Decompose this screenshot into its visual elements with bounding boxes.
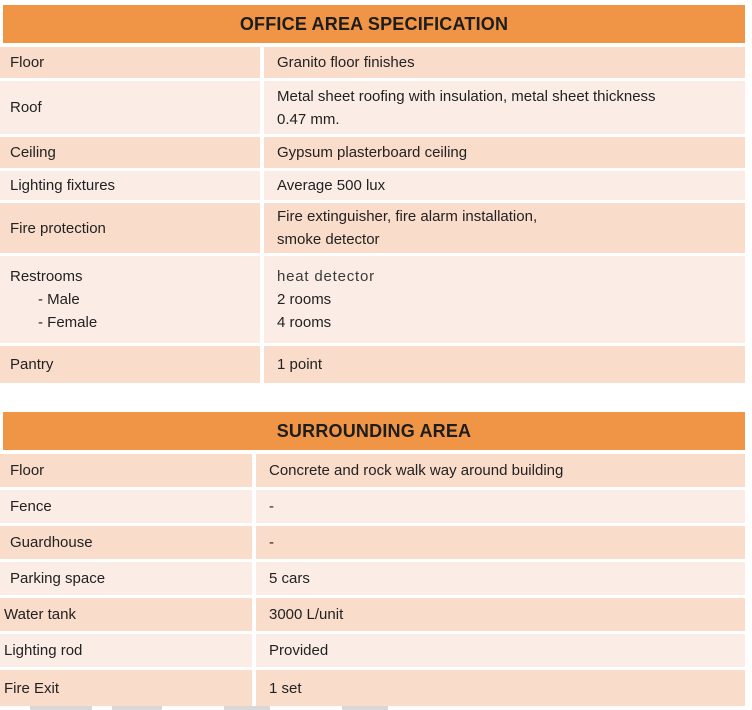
- surrounding-area-title: SURROUNDING AREA: [3, 412, 745, 450]
- table-row-ceiling: Ceiling Gypsum plasterboard ceiling: [0, 137, 745, 168]
- row-value: Granito floor finishes: [264, 47, 745, 78]
- row-label: Parking space: [0, 562, 252, 595]
- value-line: Average 500 lux: [277, 177, 386, 194]
- row-value: Fire extinguisher, fire alarm installati…: [264, 203, 745, 253]
- value-line: smoke detector: [277, 231, 380, 248]
- office-area-title: OFFICE AREA SPECIFICATION: [3, 5, 745, 43]
- value-line: Concrete and rock walk way around buildi…: [269, 462, 564, 479]
- row-label: Floor: [0, 47, 260, 78]
- value-line: 4 rooms: [277, 314, 332, 331]
- row-value: Provided: [256, 634, 745, 667]
- row-value: -: [256, 526, 745, 559]
- row-label: Lighting rod: [0, 634, 252, 667]
- row-value: 3000 L/unit: [256, 598, 745, 631]
- office-area-table: OFFICE AREA SPECIFICATION Floor Granito …: [0, 5, 752, 383]
- value-line: Provided: [269, 642, 329, 659]
- table-row-pantry: Pantry 1 point: [0, 346, 745, 383]
- table-row-floor: Floor Granito floor finishes: [0, 47, 745, 78]
- table-row-guardhouse: Guardhouse -: [0, 526, 745, 559]
- table-row-lighting-rod: Lighting rod Provided: [0, 634, 745, 667]
- row-label: Fire Exit: [0, 670, 252, 706]
- table-row-fire-exit: Fire Exit 1 set: [0, 670, 745, 706]
- office-area-rows: Floor Granito floor finishes Roof Metal …: [0, 47, 752, 383]
- row-label-text: Restrooms: [10, 268, 83, 285]
- row-value: heat detector 2 rooms 4 rooms: [264, 256, 745, 343]
- value-line: 3000 L/unit: [269, 606, 344, 623]
- row-value: 1 set: [256, 670, 745, 706]
- row-label: Roof: [0, 81, 260, 134]
- row-sub-label: - Male: [38, 291, 80, 308]
- row-value: Concrete and rock walk way around buildi…: [256, 454, 745, 487]
- value-line: 1 set: [269, 679, 302, 697]
- table-row-water-tank: Water tank 3000 L/unit: [0, 598, 745, 631]
- value-line: heat detector: [277, 268, 375, 285]
- value-line: 2 rooms: [277, 291, 332, 308]
- clipped-text-fragment: [224, 706, 270, 710]
- row-label: Ceiling: [0, 137, 260, 168]
- clipped-text-fragment: [112, 706, 162, 710]
- row-sub-label: - Female: [38, 314, 98, 331]
- row-value: -: [256, 490, 745, 523]
- row-label: Guardhouse: [0, 526, 252, 559]
- row-value: 1 point: [264, 346, 745, 383]
- table-row-fence: Fence -: [0, 490, 745, 523]
- surrounding-area-rows: Floor Concrete and rock walk way around …: [0, 454, 752, 706]
- value-line: Gypsum plasterboard ceiling: [277, 144, 468, 161]
- table-row-restrooms: Restrooms - Male - Female heat detector …: [0, 256, 745, 343]
- clipped-text-fragment: [30, 706, 92, 710]
- value-line: 1 point: [277, 356, 323, 373]
- row-value: 5 cars: [256, 562, 745, 595]
- table-row-floor: Floor Concrete and rock walk way around …: [0, 454, 745, 487]
- value-line: 0.47 mm.: [277, 110, 340, 128]
- value-line: -: [269, 534, 274, 551]
- surrounding-area-table: SURROUNDING AREA Floor Concrete and rock…: [0, 412, 752, 706]
- row-value: Gypsum plasterboard ceiling: [264, 137, 745, 168]
- value-line: Fire extinguisher, fire alarm installati…: [277, 208, 538, 225]
- value-line: Granito floor finishes: [277, 54, 415, 71]
- row-label: Fence: [0, 490, 252, 523]
- row-label: Floor: [0, 454, 252, 487]
- row-value: Average 500 lux: [264, 171, 745, 200]
- table-row-lighting-fixtures: Lighting fixtures Average 500 lux: [0, 171, 745, 200]
- row-label: Water tank: [0, 598, 252, 631]
- table-row-fire-protection: Fire protection Fire extinguisher, fire …: [0, 203, 745, 253]
- row-label: Restrooms - Male - Female: [0, 256, 260, 343]
- row-value: Metal sheet roofing with insulation, met…: [264, 81, 745, 134]
- row-label: Lighting fixtures: [0, 171, 260, 200]
- table-row-parking-space: Parking space 5 cars: [0, 562, 745, 595]
- table-row-roof: Roof Metal sheet roofing with insulation…: [0, 81, 745, 134]
- clipped-text-fragment: [342, 706, 388, 710]
- clipped-next-row-artifact: [0, 706, 752, 710]
- row-label: Fire protection: [0, 203, 260, 253]
- value-line: Metal sheet roofing with insulation, met…: [277, 87, 656, 105]
- value-line: -: [269, 498, 274, 515]
- value-line: 5 cars: [269, 570, 310, 587]
- row-label: Pantry: [0, 346, 260, 383]
